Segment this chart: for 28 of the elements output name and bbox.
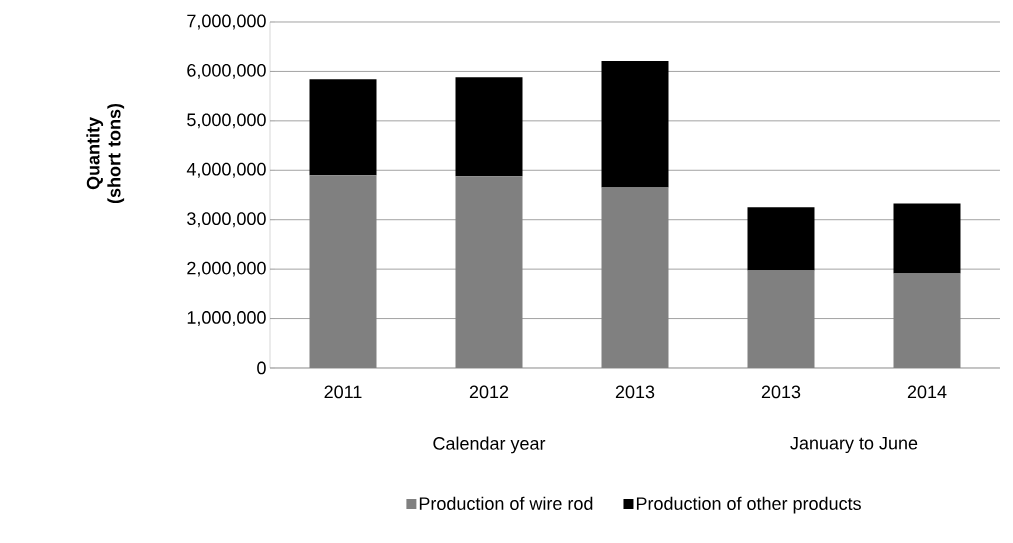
text: Calendar year xyxy=(433,436,546,454)
bar xyxy=(747,270,815,368)
bar xyxy=(601,61,669,188)
bar xyxy=(893,203,961,274)
bar xyxy=(309,175,377,368)
text: January to June xyxy=(790,436,918,454)
bar xyxy=(747,207,815,271)
y-tick-label: 5,000,000 xyxy=(187,113,266,129)
y-tick-label: 3,000,000 xyxy=(187,212,266,228)
y-tick-label: 7,000,000 xyxy=(187,14,266,30)
bar xyxy=(309,79,377,176)
x-tick-label: 2011 xyxy=(324,385,362,399)
y-tick-label: 2,000,000 xyxy=(187,261,266,277)
y-axis-title: Quantity (short tons) xyxy=(86,103,125,204)
bar xyxy=(893,273,961,368)
y-tick-label: 0 xyxy=(257,361,266,375)
bar xyxy=(455,77,523,177)
x-tick-label: 2013 xyxy=(615,385,655,399)
legend-label: Production of other products xyxy=(636,496,861,514)
x-tick-label: 2014 xyxy=(907,385,947,399)
x-tick-label: 2013 xyxy=(761,385,801,399)
legend-label: Production of wire rod xyxy=(419,496,593,510)
bar xyxy=(601,187,669,368)
y-tick-label: 6,000,000 xyxy=(187,63,266,79)
bar xyxy=(455,176,523,368)
y-tick-label: 1,000,000 xyxy=(187,311,266,326)
y-tick-label: 4,000,000 xyxy=(186,162,266,178)
x-tick-label: 2012 xyxy=(469,385,509,399)
